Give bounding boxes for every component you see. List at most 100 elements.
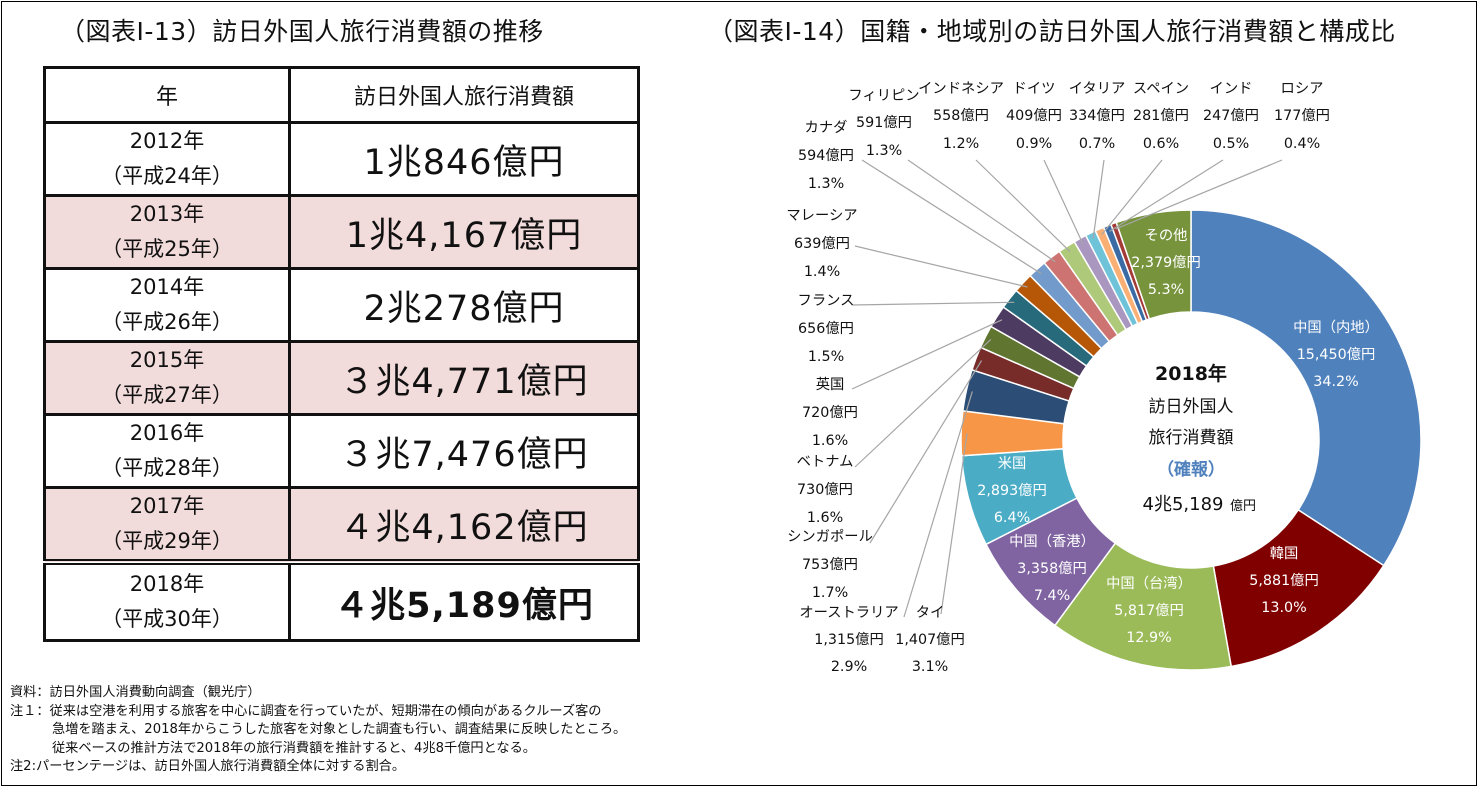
- center-total: 4兆5,189: [1143, 494, 1224, 515]
- notes: 資料：訪日外国人消費動向調査（観光庁） 注１：従来は空港を利用する旅客を中心に調…: [10, 684, 626, 777]
- slice-pct-label: 1.6%: [812, 433, 848, 449]
- note-1-line-3: 従来ベースの推計方法で2018年の旅行消費額を推計すると、4兆8千億円となる。: [52, 740, 536, 756]
- slice-name-label: ドイツ: [1013, 81, 1056, 97]
- value-cell: ３兆7,476億円: [288, 413, 640, 489]
- slice-value-label: 720億円: [802, 404, 858, 421]
- leader-line: [1115, 159, 1283, 230]
- year-cell: 2018年 （平成30年）: [43, 559, 291, 642]
- slice-value-label: 177億円: [1274, 107, 1330, 124]
- slice-name-label: 中国（台湾）: [1106, 575, 1192, 592]
- note-1-line-1: 注１：従来は空港を利用する旅客を中心に調査を行っていたが、短期滞在の傾向があるク…: [10, 703, 602, 719]
- slice-value-label: 1,315億円: [814, 631, 884, 648]
- table-row: 2015年 （平成27年） ３兆4,771億円: [43, 340, 640, 416]
- era-label: （平成27年）: [101, 383, 233, 407]
- era-label: （平成29年）: [101, 529, 233, 553]
- slice-name-label: スペイン: [1133, 81, 1189, 97]
- slice-pct-label: 12.9%: [1126, 630, 1171, 646]
- slice-value-label: 1,407億円: [895, 631, 965, 648]
- year-cell: 2013年 （平成25年）: [43, 194, 291, 270]
- slice-value-label: 247億円: [1203, 107, 1259, 124]
- leader-line: [1092, 159, 1105, 239]
- slice-name-label: マレーシア: [786, 208, 857, 224]
- slice-name-label: 韓国: [1270, 545, 1299, 562]
- year-label: 2017年: [129, 494, 205, 518]
- slice-value-label: 334億円: [1069, 107, 1125, 124]
- slice-value-label: 281億円: [1133, 107, 1189, 124]
- slice-value-label: 558億円: [933, 107, 989, 124]
- slice-value-label: 5,881億円: [1249, 572, 1319, 589]
- slice-pct-label: 0.4%: [1284, 136, 1320, 152]
- year-label: 2015年: [129, 348, 205, 372]
- slice-value-label: 3,358億円: [1017, 560, 1087, 577]
- slice-name-label: フィリピン: [848, 87, 919, 104]
- slice-pct-label: 1.3%: [808, 176, 844, 192]
- center-unit: 億円: [1230, 498, 1256, 514]
- slice-value-label: 2,379億円: [1131, 254, 1201, 271]
- value-cell: ３兆4,771億円: [288, 340, 640, 416]
- note-2: 注2:パーセンテージは、訪日外国人旅行消費額全体に対する割合。: [10, 759, 406, 774]
- era-label: （平成25年）: [101, 237, 233, 261]
- leader-line: [854, 245, 1028, 288]
- slice-name-label: オーストラリア: [799, 605, 898, 621]
- year-cell: 2012年 （平成24年）: [43, 121, 291, 197]
- leader-line: [851, 301, 1015, 306]
- table-row: 2016年 （平成28年） ３兆7,476億円: [43, 413, 640, 489]
- leader-line: [1109, 159, 1224, 232]
- value-cell: 2兆278億円: [288, 267, 640, 343]
- slice-name-label: 米国: [998, 455, 1027, 472]
- consumption-table: 年 訪日外国人旅行消費額 2012年 （平成24年） 1兆846億円 2013年 （…: [43, 66, 640, 642]
- leader-line: [975, 159, 1071, 252]
- era-label: （平成26年）: [101, 310, 233, 334]
- slice-pct-label: 3.1%: [912, 659, 948, 675]
- year-cell: 2015年 （平成27年）: [43, 340, 291, 416]
- left-title: （図表Ⅰ-13）訪日外国人旅行消費額の推移: [60, 17, 544, 46]
- slice-pct-label: 0.9%: [1016, 136, 1052, 152]
- era-label: （平成24年）: [101, 164, 233, 188]
- header-year: 年: [43, 66, 291, 124]
- table-row: 2014年 （平成26年） 2兆278億円: [43, 267, 640, 343]
- slice-pct-label: 6.4%: [994, 510, 1030, 526]
- slice-pct-label: 0.6%: [1143, 136, 1179, 152]
- slice-pct-label: 1.3%: [866, 143, 902, 159]
- slice-name-label: フランス: [798, 293, 855, 309]
- year-label: 2016年: [129, 421, 205, 445]
- source-note: 資料：訪日外国人消費動向調査（観光庁）: [10, 685, 261, 700]
- slice-name-label: インド: [1210, 81, 1253, 97]
- year-label: 2014年: [129, 275, 205, 299]
- slice-pct-label: 0.7%: [1079, 136, 1115, 152]
- table-header-row: 年 訪日外国人旅行消費額: [43, 66, 640, 124]
- leader-line: [861, 159, 1042, 275]
- slice-value-label: 15,450億円: [1297, 346, 1376, 363]
- center-line-2: 旅行消費額: [1149, 428, 1234, 448]
- center-status: （確報）: [1157, 459, 1225, 480]
- note-1-line-2: 急増を踏まえ、2018年からこうした旅客を対象とした調査も行い、調査結果に反映し…: [52, 722, 627, 737]
- table-row: 2013年 （平成25年） 1兆4,167億円: [43, 194, 640, 270]
- leader-line: [869, 360, 983, 544]
- slice-name-label: 英国: [816, 375, 845, 393]
- slice-name-label: インドネシア: [918, 80, 1004, 97]
- slice-name-label: イタリア: [1069, 80, 1126, 97]
- header-value: 訪日外国人旅行消費額: [288, 66, 640, 124]
- table-row: 2017年 （平成29年） ４兆4,162億円: [43, 486, 640, 564]
- leader-line: [851, 319, 1003, 390]
- leader-line: [1101, 159, 1163, 235]
- leader-line: [854, 339, 992, 468]
- year-label: 2018年: [129, 572, 205, 596]
- slice-pct-label: 1.4%: [804, 264, 840, 280]
- right-title: （図表Ⅰ-14）国籍・地域別の訪日外国人旅行消費額と構成比: [708, 17, 1396, 46]
- center-line-1: 訪日外国人: [1149, 397, 1234, 417]
- value-cell: ４兆5,189億円: [288, 559, 640, 642]
- slice-value-label: 594億円: [798, 147, 854, 164]
- donut-slice: [1115, 209, 1192, 320]
- slice-pct-label: 34.2%: [1313, 374, 1358, 390]
- leader-line: [940, 433, 968, 615]
- slice-pct-label: 1.5%: [808, 349, 844, 365]
- value-cell: 1兆846億円: [288, 121, 640, 197]
- slice-pct-label: 0.5%: [1213, 136, 1249, 152]
- slice-value-label: 2,893億円: [977, 482, 1047, 499]
- slice-pct-label: 13.0%: [1261, 600, 1306, 616]
- slice-name-label: シンガポール: [787, 528, 873, 545]
- era-label: （平成30年）: [101, 607, 233, 631]
